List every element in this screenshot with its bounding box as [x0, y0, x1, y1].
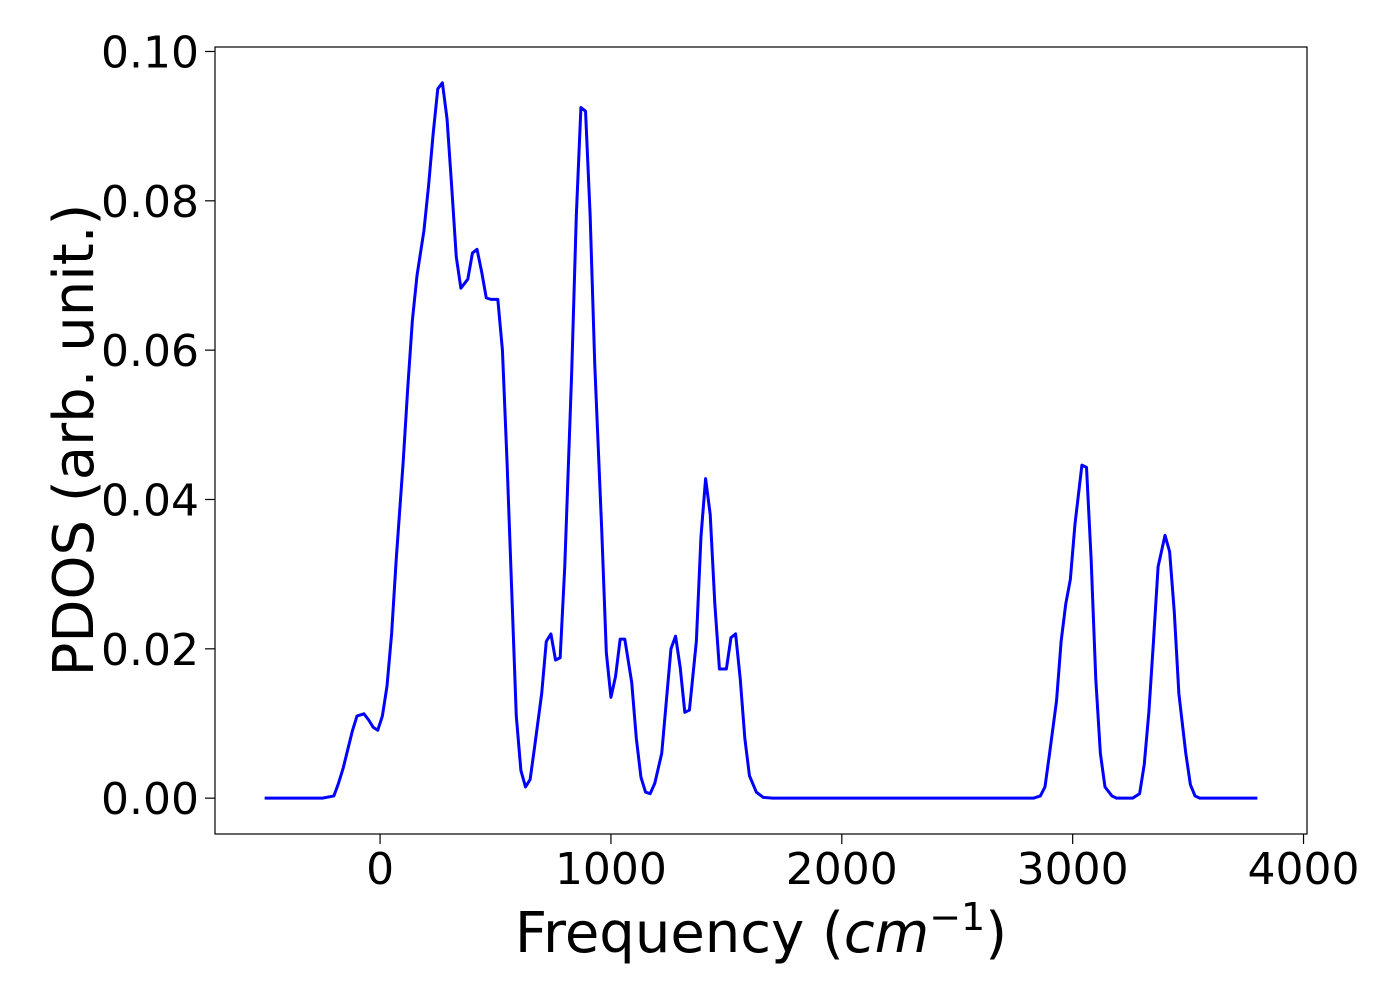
x-label-text: Frequency (	[515, 901, 844, 966]
x-label-close: )	[985, 901, 1007, 966]
y-tick-label: 0.02	[101, 625, 199, 676]
y-tick-label: 0.10	[101, 27, 199, 78]
plot-frame	[214, 46, 1308, 835]
y-tick-label: 0.04	[101, 475, 199, 526]
x-axis-label: Frequency (cm−1)	[515, 895, 1007, 966]
x-tick-label: 0	[366, 844, 394, 895]
x-tick-label: 4000	[1248, 844, 1360, 895]
x-tick-label: 3000	[1017, 844, 1129, 895]
x-label-unit: cm	[844, 901, 929, 966]
x-label-exponent: −1	[929, 895, 985, 939]
pdos-line	[264, 81, 1258, 800]
x-tick-label: 2000	[786, 844, 898, 895]
y-axis-label: PDOS (arb. unit.)	[42, 204, 107, 677]
y-tick-label: 0.08	[101, 177, 199, 228]
y-tick-label: 0.00	[101, 774, 199, 825]
y-tick-label: 0.06	[101, 326, 199, 377]
x-tick-label: 1000	[555, 844, 667, 895]
